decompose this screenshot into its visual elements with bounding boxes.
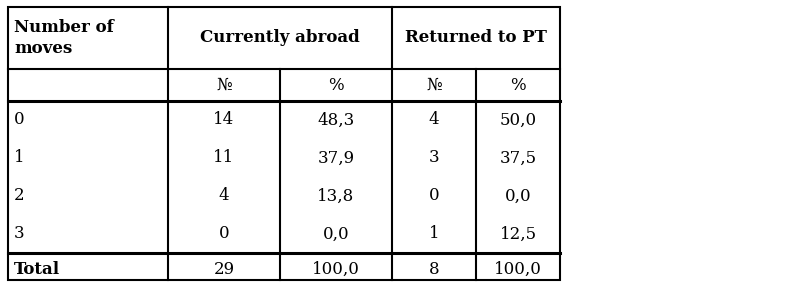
Text: №: № xyxy=(216,76,232,93)
Text: %: % xyxy=(328,76,344,93)
Text: 100,0: 100,0 xyxy=(494,261,542,278)
Text: 3: 3 xyxy=(428,150,440,166)
Text: 4: 4 xyxy=(219,188,230,205)
Text: 37,9: 37,9 xyxy=(318,150,355,166)
Text: 11: 11 xyxy=(213,150,234,166)
Text: 4: 4 xyxy=(428,111,440,129)
Text: 29: 29 xyxy=(213,261,234,278)
Text: 13,8: 13,8 xyxy=(318,188,355,205)
Text: 12,5: 12,5 xyxy=(500,225,536,243)
Text: 14: 14 xyxy=(213,111,234,129)
Text: 0: 0 xyxy=(219,225,230,243)
Text: 37,5: 37,5 xyxy=(500,150,536,166)
Text: 2: 2 xyxy=(14,188,25,205)
Text: 0,0: 0,0 xyxy=(322,225,349,243)
Text: Returned to PT: Returned to PT xyxy=(405,30,547,46)
Text: 1: 1 xyxy=(428,225,440,243)
Text: Number of
moves: Number of moves xyxy=(14,19,114,57)
Text: %: % xyxy=(510,76,526,93)
Text: 0: 0 xyxy=(14,111,25,129)
Text: Total: Total xyxy=(14,261,60,278)
Text: 1: 1 xyxy=(14,150,25,166)
Text: 0: 0 xyxy=(428,188,440,205)
Text: 0,0: 0,0 xyxy=(505,188,531,205)
Text: Currently abroad: Currently abroad xyxy=(200,30,360,46)
Text: №: № xyxy=(426,76,442,93)
Text: 50,0: 50,0 xyxy=(500,111,536,129)
Text: 100,0: 100,0 xyxy=(312,261,360,278)
Bar xyxy=(8,7,560,280)
Text: 48,3: 48,3 xyxy=(318,111,355,129)
Text: 8: 8 xyxy=(428,261,440,278)
Text: 3: 3 xyxy=(14,225,25,243)
